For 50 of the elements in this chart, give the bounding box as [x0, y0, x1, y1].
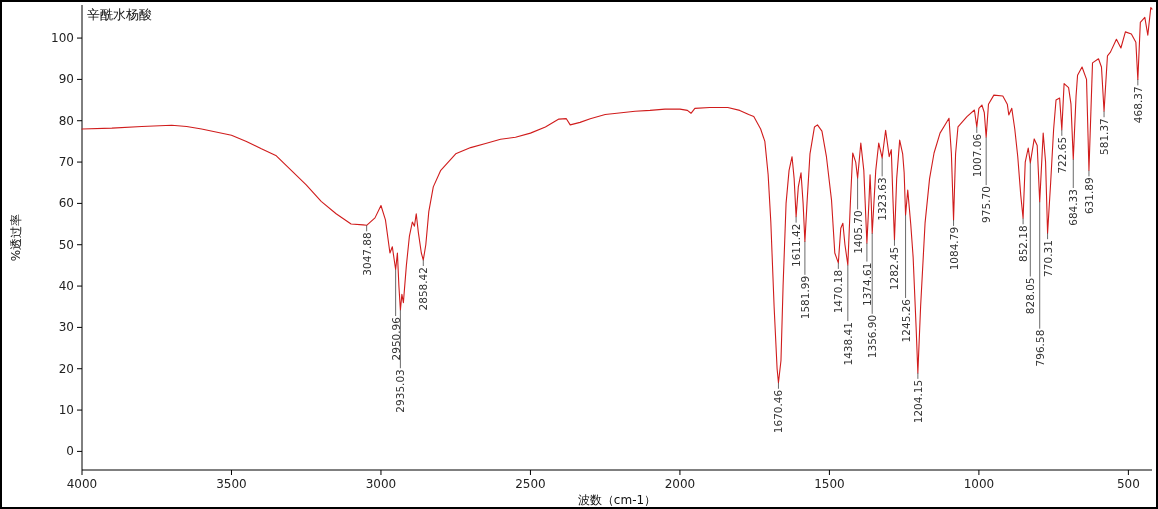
annotation: 1356.90: [866, 314, 879, 359]
x-tick-label: 2500: [515, 477, 546, 491]
x-axis-title: 波数（cm-1）: [577, 493, 657, 507]
annotation: 684.33: [1067, 189, 1080, 226]
x-tick-label: 500: [1116, 477, 1140, 491]
annotation: 468.37: [1131, 86, 1144, 124]
y-tick-label: 50: [58, 237, 74, 252]
x-tick-label: 1000: [963, 477, 995, 491]
y-tick-label: 70: [58, 155, 74, 170]
annotation: 1323.63: [876, 177, 889, 221]
y-tick-label: 10: [58, 403, 74, 418]
annotation: 1084.79: [947, 226, 960, 271]
x-tick-label: 2000: [664, 477, 696, 491]
y-tick-label: 100: [51, 31, 74, 46]
y-tick-label: 80: [58, 113, 74, 128]
y-tick-label: 0: [66, 444, 74, 459]
annotation: 828.05: [1024, 277, 1037, 315]
annotation: 1670.46: [772, 389, 785, 434]
y-tick-label: 20: [58, 361, 74, 376]
y-tick-label: 60: [58, 196, 74, 211]
annotation: 722.65: [1055, 136, 1068, 174]
y-tick-label: 90: [58, 72, 74, 87]
annotation: 1581.99: [798, 275, 811, 320]
annotation: 1405.70: [851, 210, 864, 254]
annotation: 1611.42: [790, 223, 803, 268]
y-tick-label: 30: [58, 320, 74, 335]
chart-title: 辛酰水杨酸: [87, 7, 152, 22]
annotation: 2950.96: [389, 316, 402, 361]
annotation: 581.37: [1098, 118, 1111, 155]
annotation: 3047.88: [360, 232, 373, 276]
annotation: 1438.41: [841, 322, 854, 366]
annotation: 1374.61: [860, 262, 873, 307]
x-tick-label: 3500: [216, 477, 247, 491]
x-tick-label: 1500: [814, 477, 845, 491]
annotation: 1007.06: [970, 133, 983, 178]
annotation: 852.18: [1017, 225, 1030, 263]
x-tick-label: 3000: [365, 477, 397, 491]
annotation: 975.70: [980, 186, 993, 223]
annotation: 796.58: [1033, 329, 1046, 367]
annotation: 1470.18: [832, 269, 845, 314]
annotation: 2858.42: [417, 267, 430, 311]
annotation: 1245.26: [899, 298, 912, 343]
annotation: 770.31: [1041, 240, 1054, 277]
annotation: 2935.03: [394, 369, 407, 413]
annotation: 1282.45: [888, 246, 901, 291]
x-tick-label: 4000: [66, 477, 98, 491]
annotation: 631.89: [1082, 177, 1095, 215]
y-axis-title: %透过率: [9, 213, 23, 262]
annotation: 1204.15: [911, 379, 924, 424]
y-tick-label: 40: [58, 279, 74, 294]
